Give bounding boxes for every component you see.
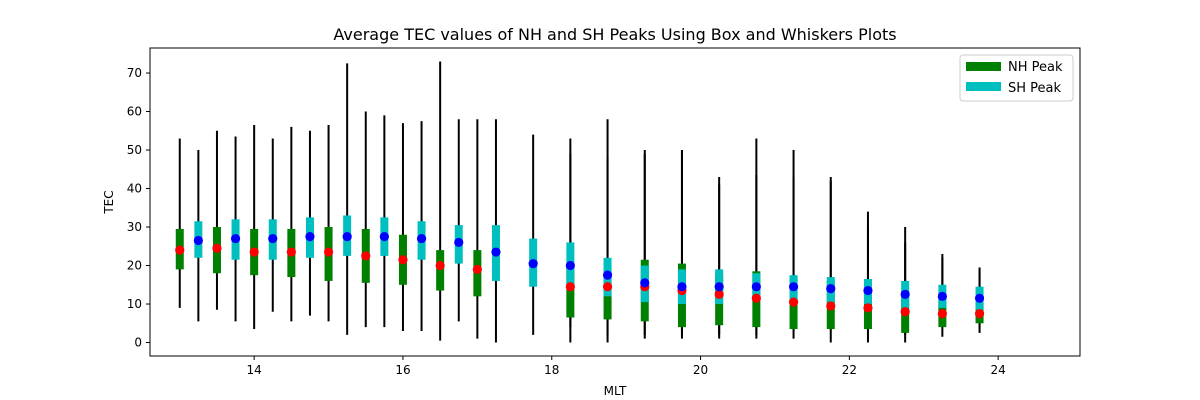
median-sh-14 bbox=[714, 282, 724, 292]
median-nh-5 bbox=[361, 251, 371, 261]
median-nh-6 bbox=[398, 255, 408, 265]
median-sh-20 bbox=[937, 291, 947, 301]
legend-label-sh: SH Peak bbox=[1008, 81, 1062, 96]
legend-swatch-sh bbox=[966, 82, 1001, 91]
y-tick-label-50: 50 bbox=[127, 143, 142, 157]
median-nh-8 bbox=[472, 264, 482, 274]
median-nh-18 bbox=[900, 307, 910, 317]
legend-label-nh: NH Peak bbox=[1008, 60, 1063, 75]
median-nh-0 bbox=[175, 245, 185, 255]
median-nh-1 bbox=[212, 243, 222, 253]
median-nh-17 bbox=[863, 303, 873, 313]
median-sh-0 bbox=[193, 235, 203, 246]
x-tick-label-22: 22 bbox=[842, 363, 857, 377]
median-sh-21 bbox=[974, 293, 985, 303]
median-sh-13 bbox=[677, 282, 687, 292]
x-tick-label-20: 20 bbox=[693, 363, 708, 377]
y-tick-label-20: 20 bbox=[127, 259, 142, 273]
median-sh-8 bbox=[491, 247, 501, 257]
median-nh-20 bbox=[974, 309, 985, 319]
median-sh-15 bbox=[751, 282, 761, 292]
median-nh-19 bbox=[937, 309, 947, 319]
x-tick-label-18: 18 bbox=[544, 363, 559, 377]
y-tick-label-40: 40 bbox=[127, 182, 142, 196]
y-axis: 0 10 20 30 40 50 60 70 bbox=[127, 66, 150, 350]
plot-area bbox=[175, 61, 985, 343]
median-nh-9 bbox=[565, 282, 575, 292]
median-sh-19 bbox=[900, 289, 910, 299]
y-axis-label: TEC bbox=[102, 190, 116, 214]
median-sh-9 bbox=[528, 259, 538, 269]
median-nh-13 bbox=[714, 289, 724, 299]
median-nh-7 bbox=[435, 260, 445, 271]
box-nh-7 bbox=[436, 250, 445, 291]
median-nh-16 bbox=[826, 301, 836, 311]
median-sh-5 bbox=[379, 232, 389, 242]
median-sh-11 bbox=[602, 270, 613, 280]
median-nh-2 bbox=[249, 247, 259, 257]
plot-frame bbox=[149, 47, 1081, 357]
median-sh-3 bbox=[305, 232, 315, 242]
median-nh-10 bbox=[602, 282, 613, 292]
x-tick-label-16: 16 bbox=[395, 363, 410, 377]
x-tick-label-14: 14 bbox=[247, 363, 262, 377]
median-nh-14 bbox=[751, 293, 761, 303]
median-sh-7 bbox=[454, 237, 464, 248]
x-tick-label-24: 24 bbox=[991, 363, 1006, 377]
y-tick-label-60: 60 bbox=[127, 105, 142, 119]
median-sh-17 bbox=[826, 284, 836, 294]
median-nh-3 bbox=[286, 247, 296, 257]
median-sh-1 bbox=[230, 233, 241, 244]
y-tick-label-10: 10 bbox=[127, 297, 142, 311]
median-sh-4 bbox=[342, 232, 352, 242]
median-sh-10 bbox=[565, 260, 575, 271]
median-sh-2 bbox=[268, 233, 278, 244]
median-nh-4 bbox=[323, 247, 334, 257]
median-sh-12 bbox=[640, 278, 650, 288]
x-axis: 14 16 18 20 22 24 bbox=[247, 356, 1006, 377]
median-sh-16 bbox=[788, 282, 799, 292]
median-sh-6 bbox=[416, 233, 427, 244]
median-sh-18 bbox=[863, 285, 873, 296]
legend-swatch-nh bbox=[966, 62, 1001, 71]
median-nh-15 bbox=[788, 297, 799, 307]
y-tick-label-70: 70 bbox=[127, 66, 142, 80]
legend: NH Peak SH Peak bbox=[959, 54, 1074, 102]
x-axis-label: MLT bbox=[604, 384, 627, 398]
y-tick-label-0: 0 bbox=[134, 336, 142, 350]
chart-title: Average TEC values of NH and SH Peaks Us… bbox=[333, 25, 896, 44]
box-nh-9 bbox=[566, 267, 575, 318]
y-tick-label-30: 30 bbox=[127, 220, 142, 234]
